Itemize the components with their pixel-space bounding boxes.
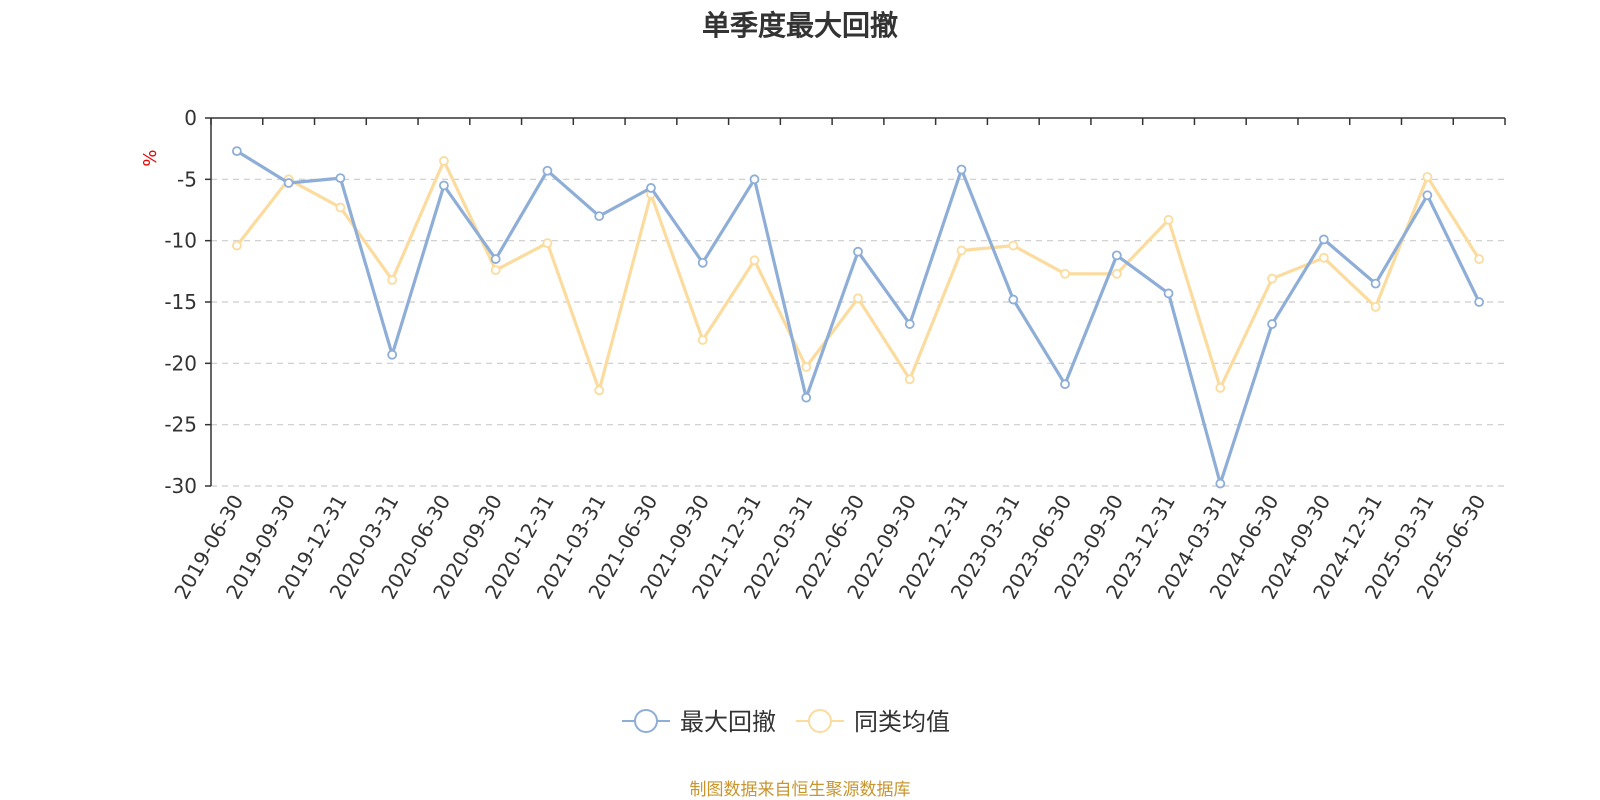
data-point [904, 374, 915, 385]
data-point [1111, 250, 1122, 261]
data-point [1422, 171, 1433, 182]
data-point [1111, 268, 1122, 279]
legend-item-2: 同类均值 [796, 708, 950, 736]
data-point [283, 178, 294, 188]
data-point [1163, 288, 1174, 299]
y-axis-unit-label: % [140, 149, 161, 166]
y-tick-label: -25 [164, 413, 197, 437]
data-point [956, 245, 967, 256]
data-point [1370, 278, 1381, 289]
data-point [439, 180, 449, 191]
data-point [853, 246, 863, 257]
data-point [749, 174, 760, 185]
data-point [904, 319, 915, 329]
data-point [801, 362, 812, 372]
y-tick-label: -15 [164, 290, 197, 314]
data-point [646, 183, 656, 193]
data-point [231, 240, 242, 251]
data-point [542, 165, 553, 176]
y-tick-label: -5 [177, 167, 197, 191]
data-point [697, 257, 708, 268]
data-point [749, 255, 760, 266]
series-line [236, 149, 1481, 486]
data-point [1267, 319, 1277, 329]
data-point [335, 173, 346, 184]
data-point [1163, 214, 1174, 225]
data-point [1370, 302, 1381, 312]
legend-item-1: 最大回撤 [622, 708, 776, 736]
data-point [1318, 234, 1329, 245]
data-point [490, 265, 501, 276]
series-1 [231, 146, 1485, 489]
legend-marker [808, 709, 832, 733]
data-point [1267, 273, 1277, 284]
data-point [335, 202, 346, 213]
legend-label: 最大回撤 [680, 708, 776, 736]
data-point [542, 238, 553, 249]
data-point [490, 254, 501, 264]
series-layer [231, 146, 1485, 489]
data-point [1060, 268, 1070, 279]
data-point [439, 156, 449, 166]
legend-marker [634, 709, 658, 733]
y-tick-label: 0 [184, 106, 197, 130]
y-tick-label: -20 [164, 351, 197, 375]
y-tick-label: -10 [164, 229, 197, 253]
data-point [387, 349, 398, 360]
legend: 最大回撤 同类均值 [622, 708, 950, 736]
data-point [1215, 478, 1226, 489]
source-note: 制图数据来自恒生聚源数据库 [689, 780, 911, 800]
data-point [1215, 382, 1226, 393]
data-point [1474, 297, 1485, 307]
legend-label: 同类均值 [854, 708, 950, 736]
data-point [1474, 254, 1485, 264]
data-point [1008, 240, 1019, 251]
data-point [387, 275, 398, 285]
data-point [801, 392, 812, 403]
data-point [594, 211, 605, 222]
y-tick-label: -30 [164, 474, 197, 498]
data-point [231, 146, 242, 157]
chart-title: 单季度最大回撤 [701, 9, 898, 42]
series-2 [231, 156, 1485, 396]
series-line [235, 159, 1481, 392]
grid-lines [211, 178, 1505, 487]
data-point [956, 164, 967, 175]
data-point [1060, 379, 1070, 390]
data-point [853, 293, 863, 304]
data-point [1422, 190, 1433, 201]
data-point [1318, 252, 1329, 263]
data-point [1008, 294, 1019, 305]
data-point [697, 335, 708, 345]
data-point [594, 385, 605, 396]
